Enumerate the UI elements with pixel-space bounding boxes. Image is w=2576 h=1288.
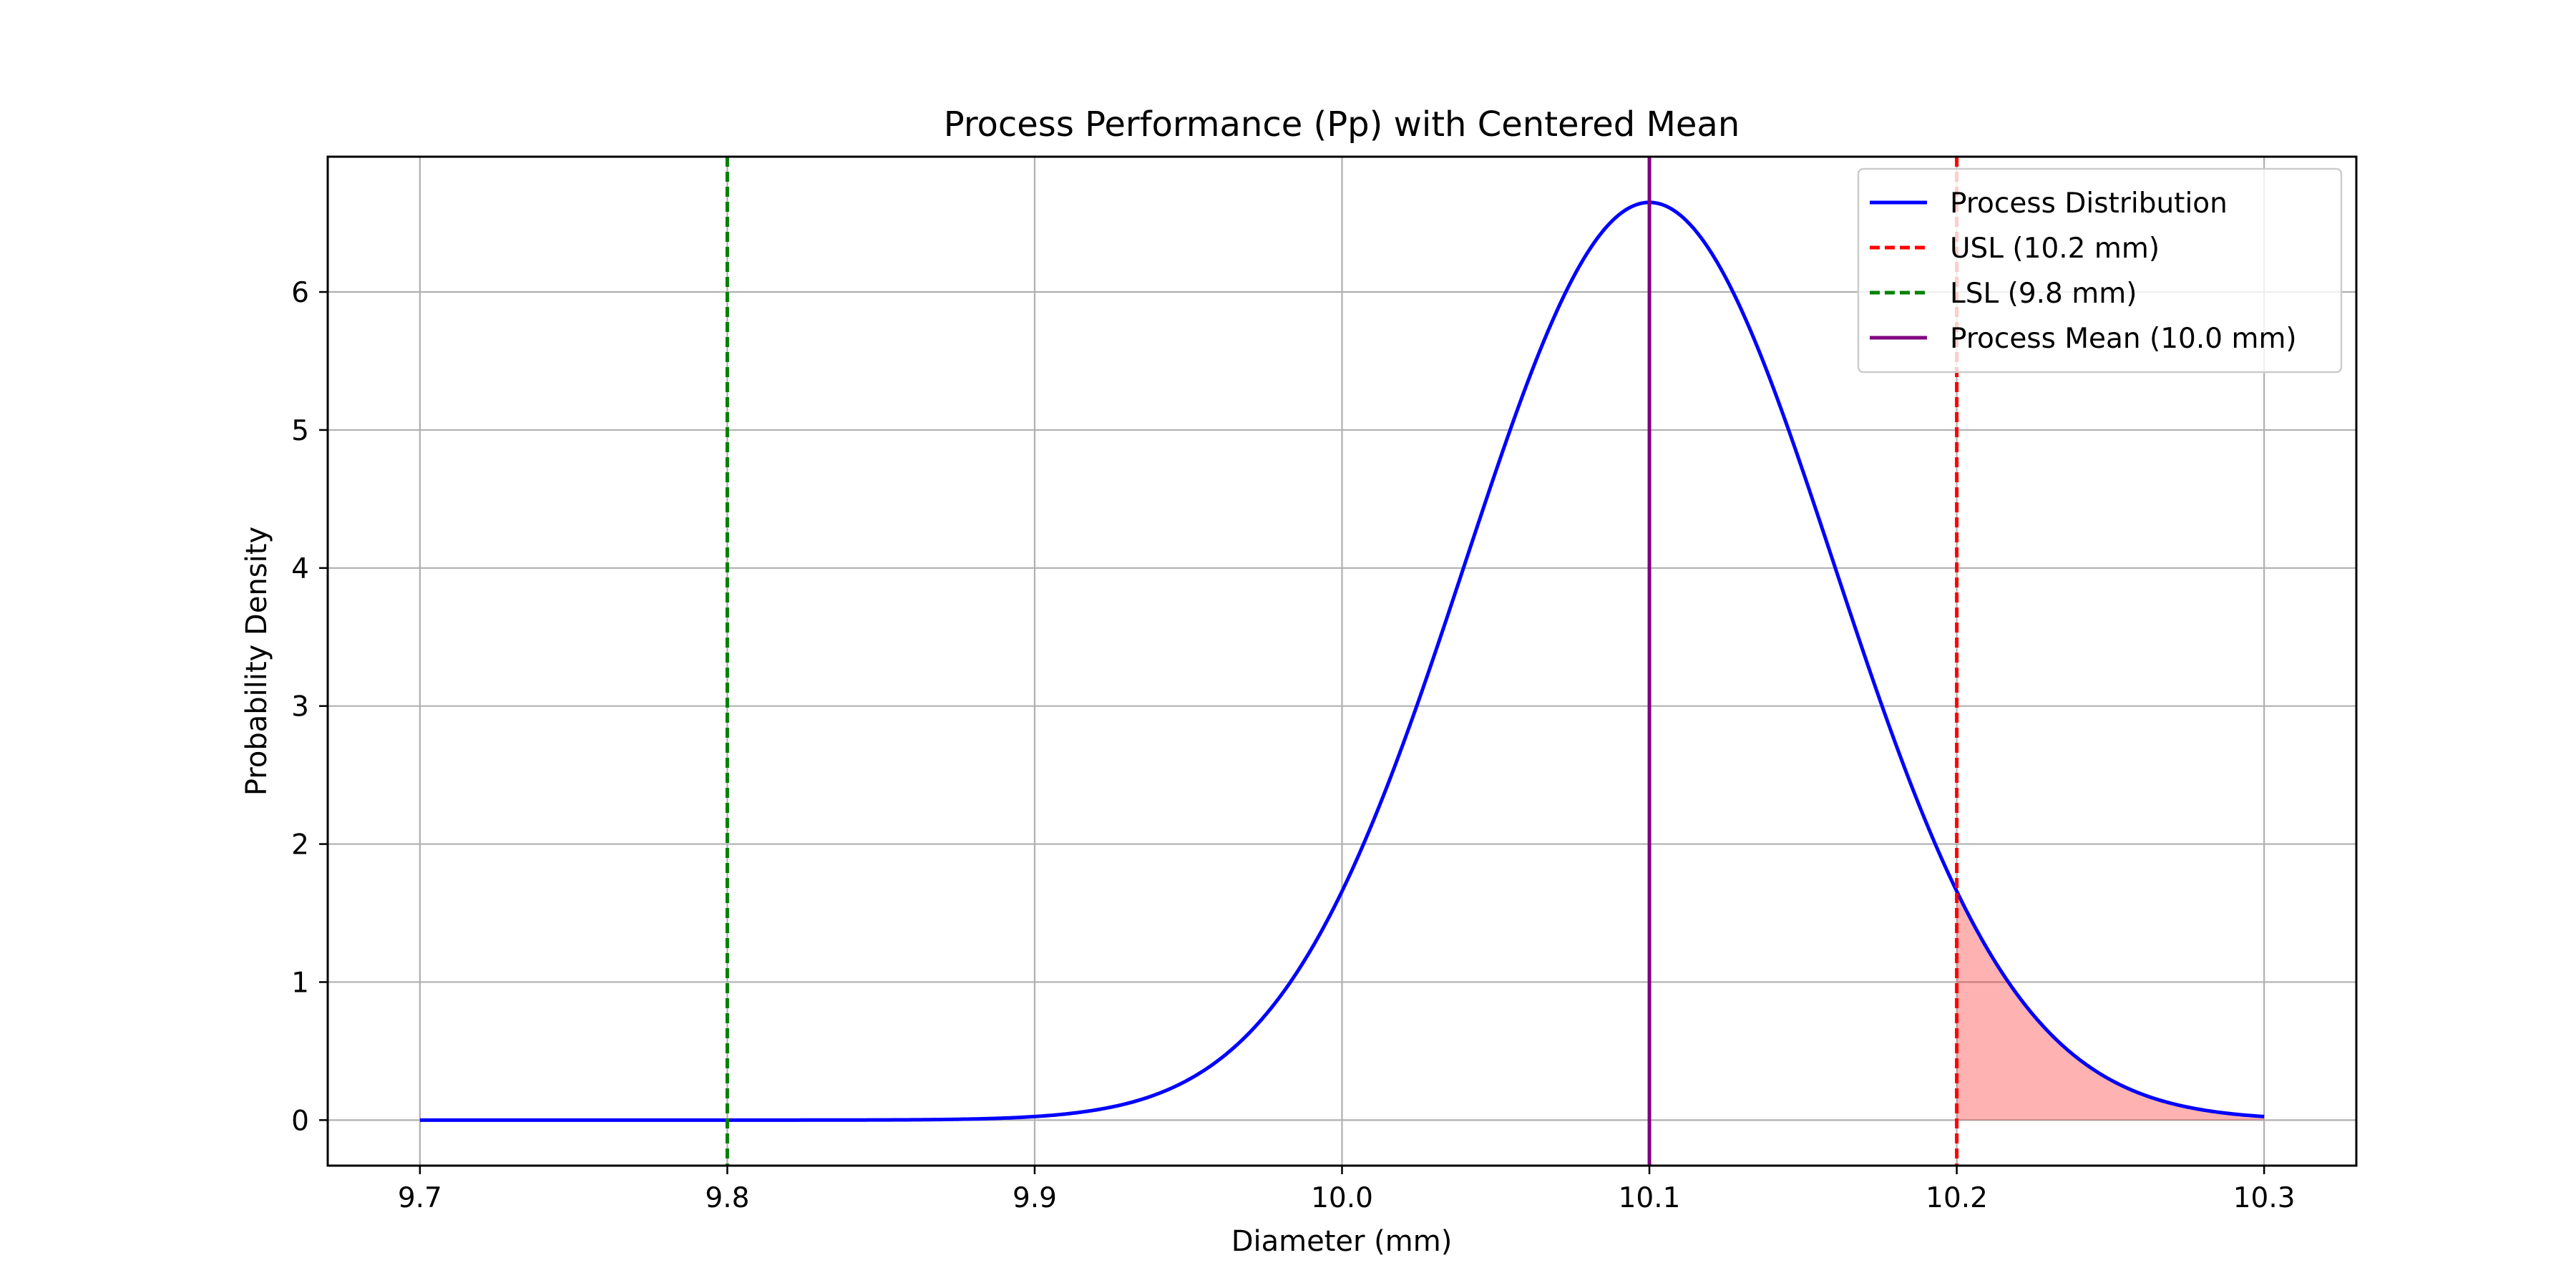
y-tick-label: 6 [291, 277, 309, 309]
x-tick-label: 10.2 [1926, 1182, 1988, 1214]
x-tick-label: 10.0 [1311, 1182, 1373, 1214]
chart-title: Process Performance (Pp) with Centered M… [944, 104, 1740, 145]
y-tick-label: 4 [291, 553, 309, 585]
legend: Process Distribution USL (10.2 mm) LSL (9.… [1857, 167, 2343, 374]
x-axis-ticks: 9.7 9.8 9.9 10.0 10.1 10.2 10.3 [398, 1166, 2296, 1214]
x-tick-label: 9.9 [1013, 1182, 1057, 1214]
y-tick-label: 0 [291, 1105, 309, 1137]
x-tick-label: 9.8 [705, 1182, 749, 1214]
out-of-spec-shaded-area [1956, 891, 2265, 1121]
y-tick-label: 5 [291, 415, 309, 447]
x-tick-label: 10.1 [1619, 1182, 1681, 1214]
y-tick-label: 1 [291, 967, 309, 999]
legend-label: Process Mean (10.0 mm) [1950, 323, 2297, 355]
legend-label: USL (10.2 mm) [1950, 233, 2160, 265]
x-tick-label: 9.7 [398, 1182, 442, 1214]
y-tick-label: 3 [291, 691, 309, 723]
shaded-region-layer [1956, 891, 2265, 1121]
legend-label: Process Distribution [1950, 187, 2228, 220]
y-tick-label: 2 [291, 829, 309, 862]
x-axis-label: Diameter (mm) [1231, 1225, 1453, 1258]
legend-label: LSL (9.8 mm) [1950, 278, 2137, 310]
x-tick-label: 10.3 [2233, 1182, 2296, 1214]
y-axis-label: Probability Density [240, 527, 273, 796]
legend-box [1857, 167, 2343, 374]
y-axis-ticks: 0 1 2 3 4 5 6 [291, 277, 328, 1137]
